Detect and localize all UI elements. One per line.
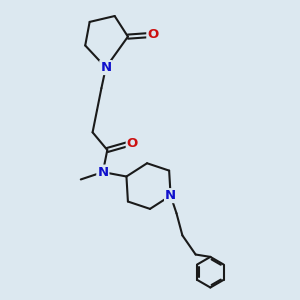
Text: O: O (147, 28, 159, 41)
Text: N: N (100, 61, 111, 74)
Text: N: N (165, 189, 176, 202)
Text: N: N (97, 166, 109, 178)
Text: O: O (127, 137, 138, 150)
